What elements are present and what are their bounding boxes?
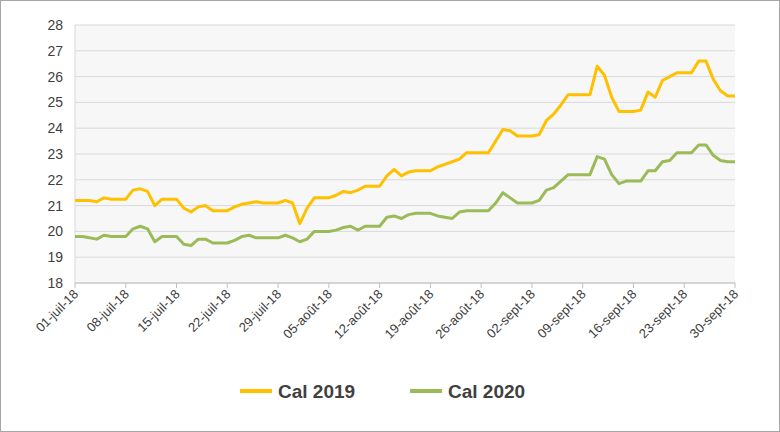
chart-frame bbox=[1, 1, 780, 432]
legend-label: Cal 2020 bbox=[448, 381, 525, 402]
y-tick-label: 25 bbox=[47, 94, 63, 110]
grid-line bbox=[75, 102, 735, 103]
y-tick-label: 22 bbox=[47, 172, 63, 188]
x-tick bbox=[75, 283, 76, 288]
x-tick bbox=[633, 283, 634, 288]
x-tick bbox=[531, 283, 532, 288]
y-tick-label: 20 bbox=[47, 223, 63, 239]
grid-line bbox=[75, 205, 735, 206]
y-tick-label: 21 bbox=[47, 198, 63, 214]
x-tick-label: 01-juil-18 bbox=[33, 287, 81, 335]
legend-swatch bbox=[410, 389, 442, 393]
x-tick-label: 23-sept-18 bbox=[636, 287, 691, 342]
y-tick-label: 24 bbox=[47, 120, 63, 136]
x-tick-label: 29-juil-18 bbox=[236, 287, 284, 335]
y-axis-line bbox=[75, 25, 76, 283]
chart: 18 19 20 21 22 23 24 25 26 27 28 01-juil-1808-juil-… bbox=[0, 0, 780, 432]
grid-line bbox=[75, 283, 735, 284]
grid-line bbox=[75, 154, 735, 155]
y-tick-label: 27 bbox=[47, 43, 63, 59]
y-tick-label: 18 bbox=[47, 275, 63, 291]
grid-line bbox=[75, 231, 735, 232]
grid-line bbox=[75, 128, 735, 129]
grid-line bbox=[75, 76, 735, 77]
x-tick-label: 22-juil-18 bbox=[185, 287, 233, 335]
y-tick-label: 28 bbox=[47, 17, 63, 33]
x-tick-label: 15-juil-18 bbox=[134, 287, 182, 335]
y-tick-label: 19 bbox=[47, 249, 63, 265]
x-tick bbox=[430, 283, 431, 288]
legend-label: Cal 2019 bbox=[278, 381, 355, 402]
x-tick bbox=[328, 283, 329, 288]
x-tick bbox=[125, 283, 126, 288]
series-line bbox=[75, 145, 735, 246]
x-tick-label: 02-sept-18 bbox=[483, 287, 538, 342]
y-tick-label: 26 bbox=[47, 69, 63, 85]
plot-area bbox=[75, 25, 735, 283]
y-tick-label: 23 bbox=[47, 146, 63, 162]
x-tick bbox=[278, 283, 279, 288]
grid-line bbox=[75, 25, 735, 26]
x-axis-line bbox=[75, 283, 735, 284]
x-tick bbox=[227, 283, 228, 288]
x-tick bbox=[684, 283, 685, 288]
x-tick-label: 19-août-18 bbox=[381, 287, 436, 342]
x-tick-label: 30-sept-18 bbox=[687, 287, 742, 342]
series-group bbox=[75, 61, 735, 245]
x-tick-label: 05-août-18 bbox=[280, 287, 335, 342]
grid-line bbox=[75, 257, 735, 258]
x-tick-label: 12-août-18 bbox=[331, 287, 386, 342]
legend-swatch bbox=[240, 389, 272, 393]
x-tick-label: 16-sept-18 bbox=[585, 287, 640, 342]
x-tick-label: 09-sept-18 bbox=[534, 287, 589, 342]
x-tick bbox=[176, 283, 177, 288]
x-tick-label: 08-juil-18 bbox=[83, 287, 131, 335]
series-line bbox=[75, 61, 735, 224]
x-tick bbox=[582, 283, 583, 288]
x-tick-label: 26-août-18 bbox=[432, 287, 487, 342]
grid-line bbox=[75, 50, 735, 51]
x-tick bbox=[735, 283, 736, 288]
x-tick bbox=[481, 283, 482, 288]
x-tick bbox=[379, 283, 380, 288]
